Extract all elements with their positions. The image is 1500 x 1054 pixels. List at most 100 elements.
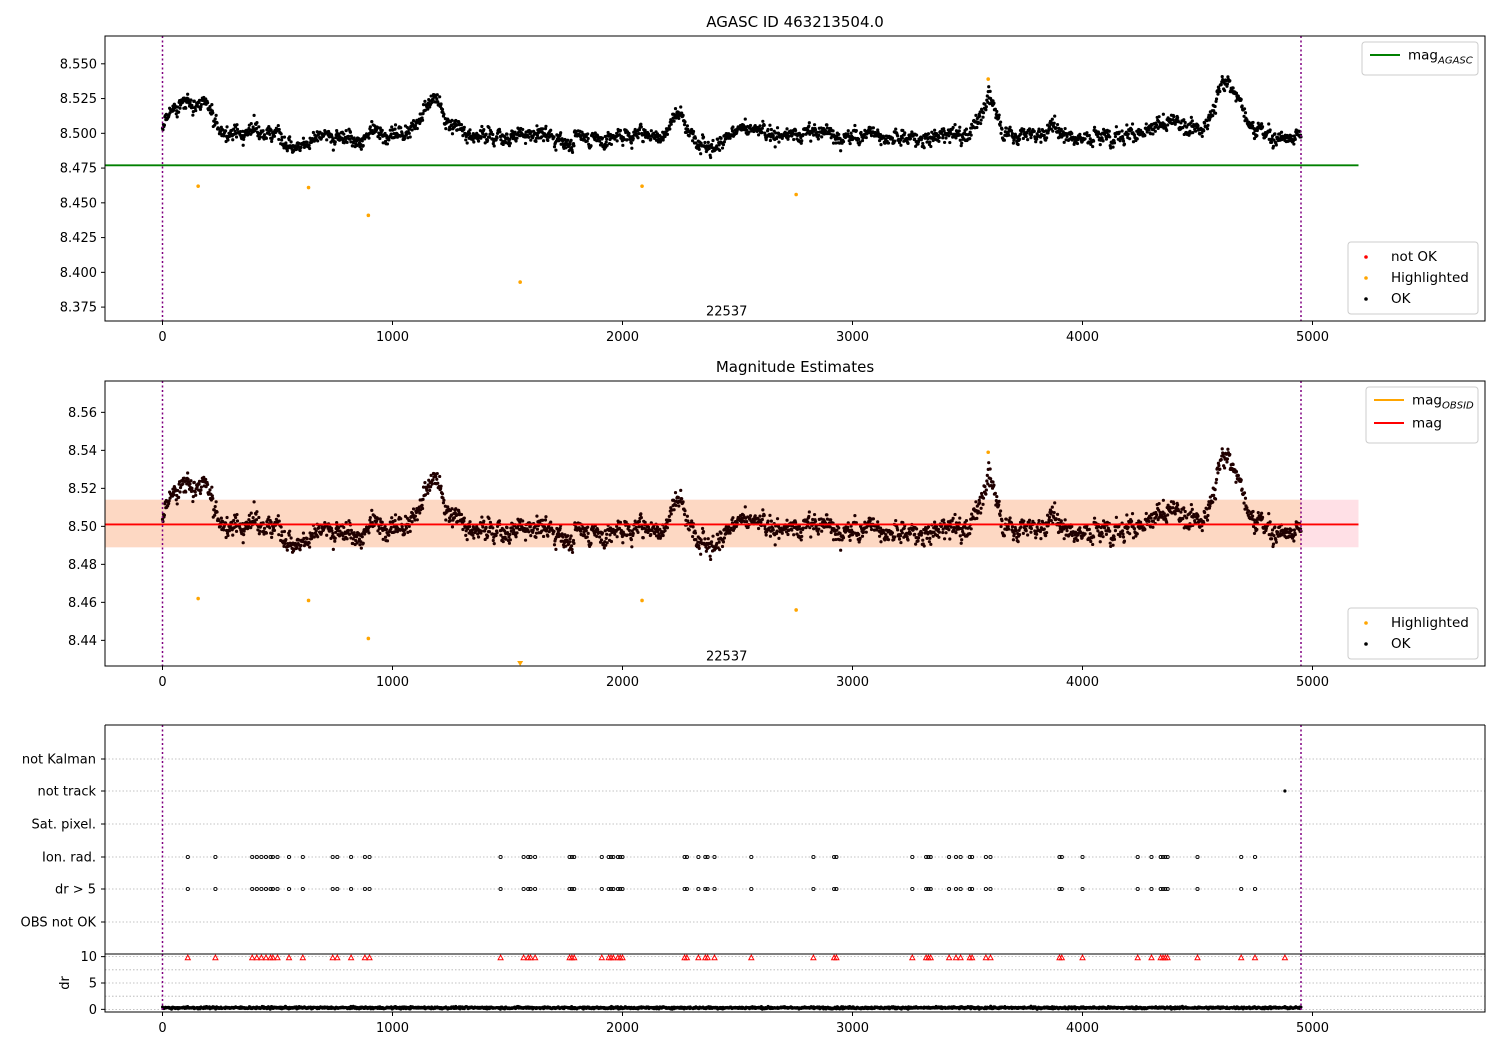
ok-point [450,507,453,510]
ok-point [915,527,918,530]
ok-point [521,519,524,522]
ok-point [385,528,388,531]
ok-point [698,148,701,151]
ok-point [1243,491,1246,494]
ok-point [450,119,453,122]
ok-point [1270,537,1273,540]
ok-point [386,142,389,145]
ok-point [970,513,973,516]
ok-point [559,131,562,134]
ok-point [630,538,633,541]
ok-point [509,538,512,541]
x-tick-label: 0 [158,330,166,345]
ok-point [367,137,370,140]
ok-point [444,127,447,130]
ok-point [193,481,196,484]
ok-point [1201,529,1204,532]
panel-title: Magnitude Estimates [716,358,874,376]
ok-point [1123,539,1126,542]
ok-point [191,114,194,117]
ok-point [464,138,467,141]
ok-point [268,526,271,529]
ok-point [270,521,273,524]
ok-point [416,518,419,521]
y-tick-label: 8.550 [60,57,97,72]
ok-point [334,537,337,540]
highlighted-point [640,184,644,188]
ok-point [701,527,704,530]
ok-point [692,130,695,133]
ok-point [825,513,828,516]
ok-point [925,537,928,540]
highlighted-point [196,184,200,188]
ok-point [1050,519,1053,522]
ok-point [554,149,557,152]
ok-point [1055,126,1058,129]
highlighted-point-clipped [517,661,523,666]
ok-point [861,535,864,538]
ok-point [747,131,750,134]
ok-point [411,520,414,523]
ok-point [677,496,680,499]
ok-point [1203,122,1206,125]
ok-point [441,108,444,111]
ok-point [1292,142,1295,145]
ok-point [682,114,685,117]
y-tick-label: 8.425 [60,231,97,246]
ok-point [283,530,286,533]
ok-point [280,534,283,537]
ok-point [857,138,860,141]
ok-point [488,530,491,533]
ok-point [785,127,788,130]
ok-point [172,109,175,112]
y-tick-label: 8.52 [68,482,97,497]
ok-point [589,542,592,545]
ok-point [978,501,981,504]
ok-point [809,535,812,538]
ok-point [1145,122,1148,125]
ok-point [628,529,631,532]
ok-point [1294,138,1297,141]
ok-point [1029,136,1032,139]
ok-point [777,141,780,144]
ok-point [974,500,977,503]
ok-point [1206,519,1209,522]
ok-point [992,483,995,486]
ok-point [299,548,302,551]
ok-point [214,505,217,508]
ok-point [250,512,253,515]
ok-point [1220,458,1223,461]
ok-point [186,471,189,474]
ok-point [435,97,438,100]
ok-point [466,538,469,541]
ok-point [442,499,445,502]
ok-point [358,543,361,546]
ok-point [985,488,988,491]
ok-point [191,500,194,503]
ok-point [1211,501,1214,504]
ok-point [421,119,424,122]
ok-point [722,540,725,543]
ok-point [731,516,734,519]
ok-point [1112,535,1115,538]
ok-point [824,129,827,132]
ok-point [236,519,239,522]
ok-point [1133,527,1136,530]
ok-point [808,526,811,529]
ok-point [508,533,511,536]
ok-point [1151,526,1154,529]
ok-point [656,526,659,529]
ok-point [163,514,166,517]
ok-point [1172,502,1175,505]
ok-point [485,133,488,136]
ok-point [909,137,912,140]
ok-point [189,98,192,101]
ok-point [252,516,255,519]
ok-point [438,95,441,98]
ok-point [994,492,997,495]
ok-point [383,525,386,528]
ok-point [872,517,875,520]
ok-point [1083,137,1086,140]
ok-point [1272,543,1275,546]
